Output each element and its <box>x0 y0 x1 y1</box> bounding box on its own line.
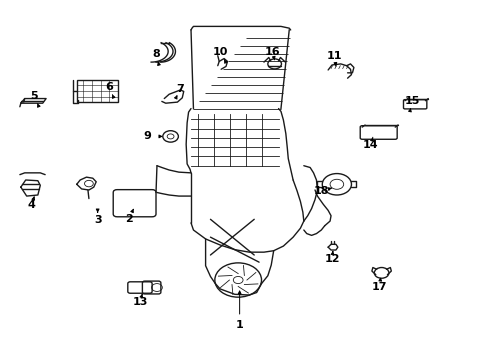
Text: 14: 14 <box>363 140 378 150</box>
Text: 10: 10 <box>212 47 227 57</box>
Text: 16: 16 <box>264 47 280 57</box>
Text: 15: 15 <box>404 96 419 107</box>
Text: 11: 11 <box>326 51 342 61</box>
Text: 2: 2 <box>124 214 132 224</box>
Text: 12: 12 <box>324 254 339 264</box>
Text: 9: 9 <box>143 131 151 141</box>
Text: 18: 18 <box>313 186 328 197</box>
Text: 5: 5 <box>31 91 38 101</box>
Text: 7: 7 <box>176 84 184 94</box>
Text: 13: 13 <box>132 297 147 307</box>
Text: 4: 4 <box>27 200 36 210</box>
Text: 17: 17 <box>371 282 386 292</box>
Text: 6: 6 <box>105 82 113 92</box>
Text: 3: 3 <box>94 215 102 225</box>
Text: 1: 1 <box>235 320 243 330</box>
Text: 8: 8 <box>152 49 160 59</box>
